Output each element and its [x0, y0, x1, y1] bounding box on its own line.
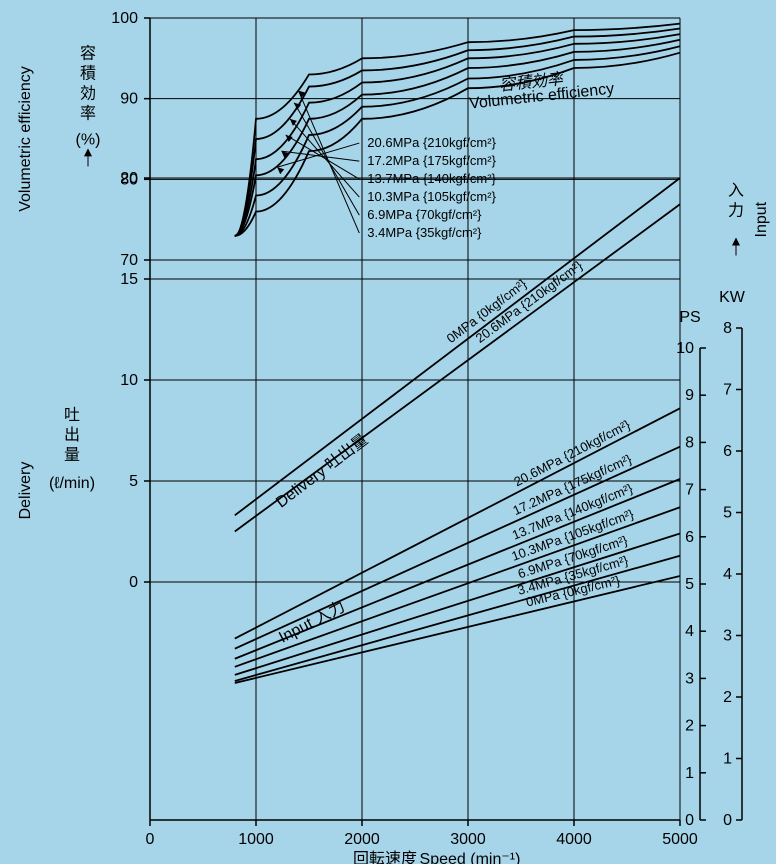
kw-tick-label: 6 [723, 443, 732, 460]
kw-tick-label: 0 [723, 812, 732, 829]
ps-tick-label: 0 [685, 812, 694, 829]
ps-axis-header: PS [679, 309, 700, 326]
ps-tick-label: 6 [685, 529, 694, 546]
x-tick-label: 2000 [344, 831, 380, 848]
x-axis-label: 回転速度 [353, 850, 417, 864]
performance-chart: 010002000300040005000回転速度Speed (min⁻¹)70… [0, 0, 776, 864]
ps-tick-label: 1 [685, 765, 694, 782]
x-tick-label: 1000 [238, 831, 274, 848]
ps-tick-label: 10 [676, 340, 694, 357]
delivery-axis-unit: (ℓ/min) [49, 475, 95, 492]
vol-eff-legend-item: 20.6MPa {210kgf/cm²} [367, 135, 496, 150]
delivery-axis-label-jp: 吐 [64, 406, 80, 424]
vol-eff-legend-item: 17.2MPa {175kgf/cm²} [367, 153, 496, 168]
kw-tick-label: 1 [723, 751, 732, 768]
input-axis-label-jp: 力 [728, 201, 744, 219]
ps-tick-label: 2 [685, 718, 694, 735]
kw-tick-label: 3 [723, 628, 732, 645]
x-tick-label: 3000 [450, 831, 486, 848]
vol-eff-legend-item: 6.9MPa {70kgf/cm²} [367, 207, 482, 222]
ps-tick-label: 5 [685, 576, 694, 593]
kw-tick-label: 2 [723, 689, 732, 706]
kw-tick-label: 4 [723, 566, 732, 583]
delivery-axis-label-en: Delivery [17, 462, 34, 520]
ps-tick-label: 8 [685, 434, 694, 451]
chart-container: 010002000300040005000回転速度Speed (min⁻¹)70… [0, 0, 776, 864]
x-axis-label-en: Speed (min⁻¹) [420, 851, 521, 864]
kw-tick-label: 5 [723, 505, 732, 522]
ps-tick-label: 4 [685, 623, 694, 640]
ve-axis-label-jp: 容 [80, 44, 96, 62]
ve-axis-label-jp: 積 [80, 64, 96, 82]
x-tick-label: 4000 [556, 831, 592, 848]
x-tick-label: 5000 [662, 831, 698, 848]
kw-tick-label: 8 [723, 320, 732, 337]
ve-tick-label: 70 [120, 252, 138, 269]
ps-tick-label: 3 [685, 670, 694, 687]
kw-axis-header: KW [719, 289, 746, 306]
ve-axis-label-en: Volumetric efficiency [17, 66, 34, 212]
delivery-axis-label-jp: 出 [64, 426, 80, 444]
ps-tick-label: 7 [685, 482, 694, 499]
delivery-tick-label: 0 [129, 574, 138, 591]
vol-eff-legend-item: 3.4MPa {35kgf/cm²} [367, 225, 482, 240]
input-axis-label-jp: 入 [728, 182, 744, 199]
ps-tick-label: 9 [685, 387, 694, 404]
ve-axis-label-jp: 効 [80, 84, 96, 102]
ve-axis-label-jp: 率 [80, 104, 96, 122]
input-axis-label-en: Input [753, 201, 770, 237]
kw-tick-label: 7 [723, 382, 732, 399]
ve-tick-label: 90 [120, 91, 138, 108]
delivery-axis-label-jp: 量 [64, 447, 80, 464]
delivery-tick-label: 20 [120, 170, 138, 187]
delivery-tick-label: 10 [120, 372, 138, 389]
delivery-tick-label: 5 [129, 473, 138, 490]
delivery-tick-label: 15 [120, 271, 138, 288]
vol-eff-legend-item: 13.7MPa {140kgf/cm²} [367, 171, 496, 186]
ve-tick-label: 100 [111, 10, 138, 27]
x-tick-label: 0 [146, 831, 155, 848]
vol-eff-legend-item: 10.3MPa {105kgf/cm²} [367, 189, 496, 204]
ve-axis-unit: (%) [76, 131, 101, 148]
